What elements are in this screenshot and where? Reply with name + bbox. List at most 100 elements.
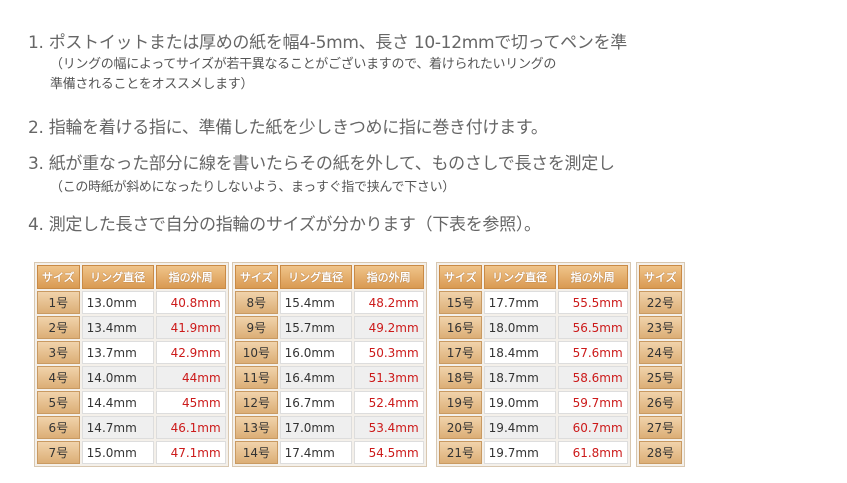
table-cell: 14号	[235, 441, 278, 464]
table-row: 18号 18.7mm 58.6mm	[439, 366, 628, 389]
table-cell: 14.7mm	[81, 416, 154, 439]
table-cell: 47.1mm	[155, 441, 226, 464]
table-cell: 15.4mm	[279, 291, 352, 314]
table-cell: 8号	[235, 291, 278, 314]
table-cell: 20号	[439, 416, 482, 439]
column-header: サイズ	[439, 265, 482, 289]
table-cell: 52.4mm	[353, 391, 424, 414]
table-cell: 18号	[439, 366, 482, 389]
table-cell: 17.7mm	[483, 291, 556, 314]
table-cell: 54.5mm	[353, 441, 424, 464]
table-cell: 15.7mm	[279, 316, 352, 339]
table-cell: 55.5mm	[557, 291, 628, 314]
table-row: 10号 16.0mm 50.3mm	[235, 341, 424, 364]
table-cell: 48.2mm	[353, 291, 424, 314]
table-cell: 25号	[639, 366, 682, 389]
header-row: サイズ	[639, 265, 682, 289]
column-header: 指の外周	[155, 265, 226, 289]
size-table: サイズ リング直径 指の外周 8号 15.4mm 48.2mm 9号 15.7mm 49.2mm…	[232, 262, 427, 467]
table-row: 15号 17.7mm 55.5mm	[439, 291, 628, 314]
table-row: 20号 19.4mm 60.7mm	[439, 416, 628, 439]
table-cell: 50.3mm	[353, 341, 424, 364]
table-row: 25号	[639, 366, 682, 389]
table-cell: 4号	[37, 366, 80, 389]
step: 3. 紙が重なった部分に線を書いたらその紙を外して、ものさしで長さを測定し	[28, 154, 615, 174]
table-row: 5号 14.4mm 45mm	[37, 391, 226, 414]
header-row: サイズ リング直径 指の外周	[439, 265, 628, 289]
table-cell: 2号	[37, 316, 80, 339]
table-cell: 41.9mm	[155, 316, 226, 339]
table-cell: 3号	[37, 341, 80, 364]
table-cell: 53.4mm	[353, 416, 424, 439]
table-cell: 49.2mm	[353, 316, 424, 339]
table-cell: 17.4mm	[279, 441, 352, 464]
table-cell: 24号	[639, 341, 682, 364]
table-cell: 40.8mm	[155, 291, 226, 314]
step: 2. 指輪を着ける指に、準備した紙を少しきつめに指に巻き付けます。	[28, 118, 548, 138]
table-cell: 60.7mm	[557, 416, 628, 439]
table-cell: 42.9mm	[155, 341, 226, 364]
table-row: 12号 16.7mm 52.4mm	[235, 391, 424, 414]
table-cell: 28号	[639, 441, 682, 464]
size-table: サイズ 22号 23号 24号 25号 26号 27号 28号	[636, 262, 685, 467]
table-cell: 19号	[439, 391, 482, 414]
table-cell: 56.5mm	[557, 316, 628, 339]
table-row: 27号	[639, 416, 682, 439]
table-row: 9号 15.7mm 49.2mm	[235, 316, 424, 339]
size-table: サイズ リング直径 指の外周 1号 13.0mm 40.8mm 2号 13.4mm 41.9mm…	[34, 262, 229, 467]
step: 4. 測定した長さで自分の指輪のサイズが分かります（下表を参照）。	[28, 215, 541, 235]
table-cell: 17.0mm	[279, 416, 352, 439]
table-row: 4号 14.0mm 44mm	[37, 366, 226, 389]
step-note: （この時紙が斜めになったりしないよう、まっすぐ指で挟んで下さい）	[50, 180, 455, 195]
column-header: サイズ	[37, 265, 80, 289]
table-cell: 15.0mm	[81, 441, 154, 464]
table-cell: 19.7mm	[483, 441, 556, 464]
table-cell: 5号	[37, 391, 80, 414]
table-cell: 51.3mm	[353, 366, 424, 389]
table-cell: 23号	[639, 316, 682, 339]
table-cell: 16.4mm	[279, 366, 352, 389]
column-header: リング直径	[483, 265, 556, 289]
table-row: 14号 17.4mm 54.5mm	[235, 441, 424, 464]
table-row: 8号 15.4mm 48.2mm	[235, 291, 424, 314]
table-row: 1号 13.0mm 40.8mm	[37, 291, 226, 314]
step-note: （リングの幅によってサイズが若干異なることがございますので、着けられたいリングの	[50, 57, 557, 72]
table-row: 3号 13.7mm 42.9mm	[37, 341, 226, 364]
table-cell: 44mm	[155, 366, 226, 389]
table-cell: 18.7mm	[483, 366, 556, 389]
header-row: サイズ リング直径 指の外周	[37, 265, 226, 289]
table-cell: 16号	[439, 316, 482, 339]
table-row: 13号 17.0mm 53.4mm	[235, 416, 424, 439]
table-cell: 17号	[439, 341, 482, 364]
table-cell: 22号	[639, 291, 682, 314]
table-row: 22号	[639, 291, 682, 314]
column-header: 指の外周	[557, 265, 628, 289]
table-row: 17号 18.4mm 57.6mm	[439, 341, 628, 364]
table-row: 6号 14.7mm 46.1mm	[37, 416, 226, 439]
table-cell: 61.8mm	[557, 441, 628, 464]
column-header: サイズ	[639, 265, 682, 289]
table-cell: 13.7mm	[81, 341, 154, 364]
table-cell: 57.6mm	[557, 341, 628, 364]
table-cell: 27号	[639, 416, 682, 439]
table-cell: 9号	[235, 316, 278, 339]
table-cell: 13号	[235, 416, 278, 439]
table-cell: 59.7mm	[557, 391, 628, 414]
column-header: サイズ	[235, 265, 278, 289]
table-cell: 18.0mm	[483, 316, 556, 339]
column-header: リング直径	[279, 265, 352, 289]
step-note: 準備されることをオススメします）	[50, 77, 254, 92]
table-cell: 7号	[37, 441, 80, 464]
table-row: 7号 15.0mm 47.1mm	[37, 441, 226, 464]
table-cell: 21号	[439, 441, 482, 464]
table-cell: 19.0mm	[483, 391, 556, 414]
table-cell: 6号	[37, 416, 80, 439]
table-cell: 15号	[439, 291, 482, 314]
table-cell: 12号	[235, 391, 278, 414]
size-table: サイズ リング直径 指の外周 15号 17.7mm 55.5mm 16号 18.0mm 56.5…	[436, 262, 631, 467]
table-row: 26号	[639, 391, 682, 414]
table-cell: 46.1mm	[155, 416, 226, 439]
instructions: 1. ポストイットまたは厚めの紙を幅4-5mm、長さ 10-12mmで切ってペン…	[28, 33, 627, 235]
table-cell: 1号	[37, 291, 80, 314]
table-row: 19号 19.0mm 59.7mm	[439, 391, 628, 414]
